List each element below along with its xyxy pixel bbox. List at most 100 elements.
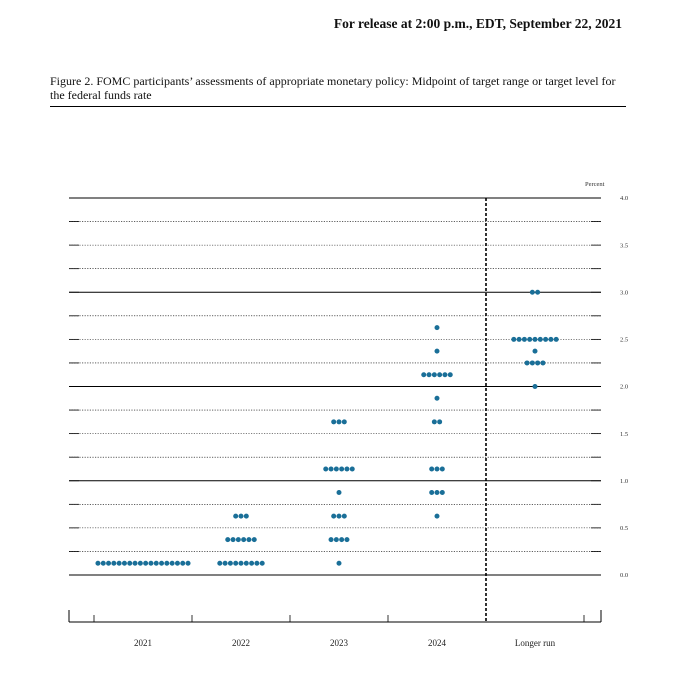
y-tick-label: 3.5 (620, 242, 628, 249)
participant-dot (529, 360, 535, 366)
participant-dot (532, 336, 538, 342)
participant-dot (344, 537, 350, 543)
participant-dot (254, 560, 260, 566)
participant-dot (121, 560, 127, 566)
participant-dot (243, 513, 249, 519)
participant-dot (437, 372, 443, 378)
participant-dot (180, 560, 186, 566)
category-label: 2023 (330, 638, 349, 648)
category-label: Longer run (515, 638, 556, 648)
participant-dot (521, 336, 527, 342)
axis-layer (68, 198, 602, 623)
participant-dot (511, 336, 517, 342)
participant-dot (333, 537, 339, 543)
participant-dot (537, 336, 543, 342)
participant-dot (434, 490, 440, 496)
participant-dot (434, 325, 440, 331)
release-notice: For release at 2:00 p.m., EDT, September… (333, 16, 622, 31)
participant-dot (148, 560, 154, 566)
participant-dot (429, 490, 435, 496)
participant-dot (235, 537, 241, 543)
participant-dot (230, 537, 236, 543)
participant-dot (527, 336, 533, 342)
y-tick-label: 2.0 (620, 384, 628, 391)
category-label: 2022 (232, 638, 250, 648)
participant-dot (243, 560, 249, 566)
participant-dot (439, 466, 445, 472)
participant-dot (241, 537, 247, 543)
participant-dot (336, 513, 342, 519)
participant-dot (159, 560, 165, 566)
participant-dot (532, 384, 538, 389)
participant-dot (553, 336, 559, 342)
caption-rule (50, 106, 626, 107)
participant-dot (341, 513, 347, 519)
y-tick-label: 2.5 (620, 337, 628, 344)
participant-dot (336, 419, 342, 425)
participant-dot (434, 513, 440, 519)
participant-dot (222, 560, 228, 566)
participant-dot (421, 372, 427, 378)
participant-dot (185, 560, 191, 566)
participant-dot (431, 372, 437, 378)
participant-dot (323, 466, 329, 472)
participant-dot (116, 560, 122, 566)
dots-layer (95, 289, 559, 566)
participant-dot (106, 560, 112, 566)
participant-dot (540, 360, 546, 366)
y-tick-label: 4.0 (620, 195, 628, 202)
participant-dot (95, 560, 101, 566)
participant-dot (251, 537, 257, 543)
participant-dot (153, 560, 159, 566)
participant-dot (339, 466, 345, 472)
participant-dot (442, 372, 448, 378)
participant-dot (535, 360, 541, 366)
participant-dot (429, 466, 435, 472)
participant-dot (336, 490, 342, 496)
category-label: 2021 (134, 638, 152, 648)
participant-dot (336, 560, 342, 566)
participant-dot (529, 289, 535, 295)
participant-dot (127, 560, 133, 566)
participant-dot (439, 490, 445, 496)
unit-label: Percent (585, 181, 605, 188)
participant-dot (426, 372, 432, 378)
y-tick-label: 1.0 (620, 478, 628, 485)
participant-dot (233, 560, 239, 566)
participant-dot (524, 360, 530, 366)
participant-dot (227, 560, 233, 566)
participant-dot (217, 560, 223, 566)
participant-dot (143, 560, 149, 566)
participant-dot (169, 560, 175, 566)
participant-dot (225, 537, 231, 543)
participant-dot (548, 336, 554, 342)
participant-dot (164, 560, 170, 566)
y-tick-label: 0.0 (620, 572, 628, 579)
participant-dot (431, 419, 437, 425)
participant-dot (331, 419, 337, 425)
participant-dot (535, 289, 541, 295)
y-tick-label: 3.0 (620, 289, 628, 296)
participant-dot (434, 466, 440, 472)
participant-dot (174, 560, 180, 566)
participant-dot (532, 348, 538, 354)
participant-dot (341, 419, 347, 425)
participant-dot (238, 560, 244, 566)
participant-dot (516, 336, 522, 342)
label-layer: 4.0 3.5 3.0 2.5 2.0 1.5 1.0 0.5 0.0 Percent 2021 20… (134, 181, 628, 648)
participant-dot (132, 560, 138, 566)
participant-dot (249, 560, 255, 566)
participant-dot (543, 336, 549, 342)
participant-dot (328, 466, 334, 472)
participant-dot (349, 466, 355, 472)
participant-dot (434, 395, 440, 401)
figure-caption: Figure 2. FOMC participants’ assessments… (50, 74, 616, 102)
participant-dot (339, 537, 345, 543)
participant-dot (233, 513, 239, 519)
category-label: 2024 (428, 638, 447, 648)
participant-dot (447, 372, 453, 378)
participant-dot (238, 513, 244, 519)
grid-layer (69, 197, 601, 576)
participant-dot (331, 513, 337, 519)
participant-dot (246, 537, 252, 543)
